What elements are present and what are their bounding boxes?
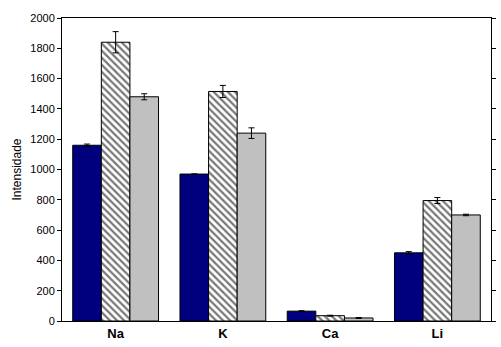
svg-text:Intensidade: Intensidade xyxy=(10,138,24,200)
svg-text:1400: 1400 xyxy=(30,103,54,115)
svg-text:800: 800 xyxy=(36,194,54,206)
svg-text:Na: Na xyxy=(107,326,124,341)
svg-text:400: 400 xyxy=(36,254,54,266)
svg-text:2000: 2000 xyxy=(30,12,54,24)
svg-text:1800: 1800 xyxy=(30,42,54,54)
svg-text:Ca: Ca xyxy=(322,326,339,341)
svg-text:Li: Li xyxy=(432,326,444,341)
svg-text:1600: 1600 xyxy=(30,72,54,84)
svg-text:K: K xyxy=(218,326,228,341)
svg-text:200: 200 xyxy=(36,285,54,297)
svg-text:600: 600 xyxy=(36,224,54,236)
svg-text:1200: 1200 xyxy=(30,133,54,145)
svg-text:0: 0 xyxy=(49,315,55,327)
svg-text:1000: 1000 xyxy=(30,163,54,175)
